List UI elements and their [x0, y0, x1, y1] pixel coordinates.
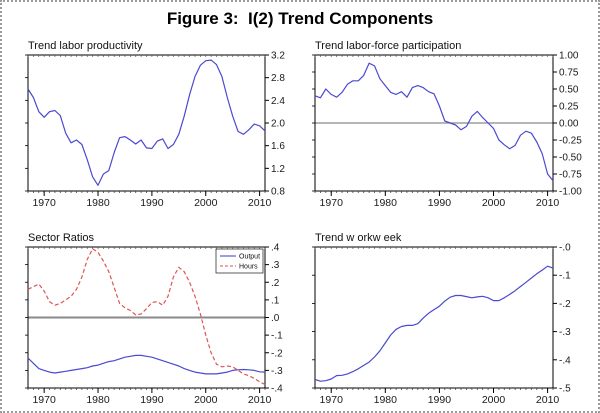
svg-text:1.2: 1.2	[271, 164, 285, 175]
svg-text:2.0: 2.0	[271, 119, 285, 130]
panel-trend-labor-productivity: Trend labor productivity 1970 1980 1990 200…	[20, 39, 302, 211]
svg-text:1990: 1990	[428, 394, 452, 406]
svg-text:1980: 1980	[86, 394, 110, 406]
svg-text:1970: 1970	[320, 394, 344, 406]
chart-canvas-participation: 1970 1980 1990 2000 2010 1.00 0.75 0.50 0.25 0.00…	[312, 51, 582, 209]
svg-text:3.2: 3.2	[271, 51, 285, 62]
svg-text:-0.25: -0.25	[559, 136, 582, 147]
svg-text:1980: 1980	[374, 394, 398, 406]
svg-text:-.2: -.2	[559, 299, 571, 310]
svg-text:2000: 2000	[482, 197, 506, 209]
svg-text:-.4: -.4	[559, 355, 571, 366]
panel-title: Trend w orkw eek	[315, 232, 402, 244]
chart-canvas-sectors: 1970 1980 1990 2000 2010 .4 .3 .2 .1 .0 -.1 -.2 -.3 -…	[25, 243, 283, 406]
svg-text:1980: 1980	[374, 197, 398, 209]
svg-text:2000: 2000	[482, 394, 506, 406]
svg-text:1990: 1990	[140, 394, 164, 406]
svg-text:.0: .0	[271, 313, 280, 324]
svg-text:2010: 2010	[536, 394, 560, 406]
panel-title: Sector Ratios	[28, 232, 95, 244]
svg-text:-.1: -.1	[271, 331, 283, 342]
svg-text:2010: 2010	[248, 394, 272, 406]
svg-text:-.3: -.3	[559, 327, 571, 338]
svg-text:2.8: 2.8	[271, 73, 285, 84]
svg-text:Output: Output	[239, 254, 260, 261]
svg-text:0.75: 0.75	[559, 68, 579, 79]
panel-sector-ratios: Sector Ratios 1970 1980 1990 2000 2010 .4 .3 .2…	[20, 231, 302, 409]
panel-trend-workweek: Trend w orkw eek 1970 1980 1990 2000 2010 -.0…	[307, 231, 598, 409]
svg-text:Hours: Hours	[239, 264, 258, 271]
svg-text:-1.00: -1.00	[559, 187, 582, 198]
svg-text:1990: 1990	[140, 197, 164, 209]
svg-text:-.2: -.2	[271, 348, 283, 359]
svg-text:.2: .2	[271, 278, 280, 289]
svg-text:-0.50: -0.50	[559, 153, 582, 164]
panel-trend-labor-force-participation: Trend labor-force participation 1970 1980…	[307, 39, 598, 211]
svg-text:1990: 1990	[428, 197, 452, 209]
svg-text:-.0: -.0	[559, 243, 571, 254]
svg-text:1.00: 1.00	[559, 51, 579, 62]
svg-text:-0.75: -0.75	[559, 170, 582, 181]
svg-text:0.8: 0.8	[271, 187, 285, 198]
svg-text:1980: 1980	[86, 197, 110, 209]
svg-text:0.50: 0.50	[559, 85, 579, 96]
svg-text:-.1: -.1	[559, 271, 571, 282]
svg-text:2.4: 2.4	[271, 96, 285, 107]
panel-title: Trend labor-force participation	[315, 40, 462, 52]
chart-canvas-workweek: 1970 1980 1990 2000 2010 -.0 -.1 -.2 -.3 -.4 -.5	[312, 243, 571, 406]
svg-text:-.4: -.4	[271, 384, 283, 395]
svg-text:1970: 1970	[32, 394, 56, 406]
svg-text:1970: 1970	[320, 197, 344, 209]
figure-title: Figure 3: I(2) Trend Components	[166, 9, 434, 28]
panel-title: Trend labor productivity	[28, 40, 143, 52]
svg-text:-.3: -.3	[271, 366, 283, 377]
svg-text:.3: .3	[271, 260, 280, 271]
svg-text:1.6: 1.6	[271, 141, 285, 152]
svg-text:.1: .1	[271, 295, 280, 306]
svg-text:2010: 2010	[248, 197, 272, 209]
svg-text:2000: 2000	[194, 394, 218, 406]
svg-text:.4: .4	[271, 243, 280, 254]
svg-text:2000: 2000	[194, 197, 218, 209]
svg-text:1970: 1970	[32, 197, 56, 209]
svg-text:2010: 2010	[536, 197, 560, 209]
svg-text:0.00: 0.00	[559, 119, 579, 130]
svg-text:0.25: 0.25	[559, 102, 579, 113]
svg-text:-.5: -.5	[559, 384, 571, 395]
chart-canvas-productivity: 1970 1980 1990 2000 2010 3.2 2.8 2.4 2.0 1.6 1.2 0.…	[25, 51, 285, 209]
